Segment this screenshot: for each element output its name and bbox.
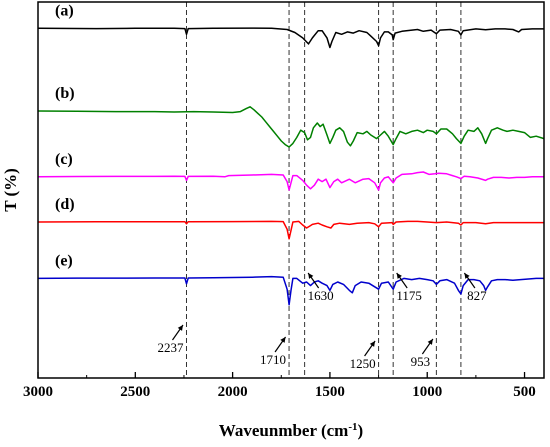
series-label: (e): [55, 252, 73, 269]
annotation-arrowhead: [280, 337, 286, 343]
annotation-arrowhead: [464, 273, 470, 279]
series-line: [37, 27, 544, 49]
annotation-label: 2237: [157, 340, 184, 355]
y-axis-title: T (%): [1, 168, 20, 212]
annotation-label: 953: [411, 354, 431, 369]
annotation-label: 1630: [308, 288, 334, 303]
series-line: [37, 275, 544, 306]
series-label: (d): [55, 196, 75, 213]
x-tick-label: 2000: [218, 384, 248, 400]
series-line: [37, 106, 545, 148]
annotation-arrowhead: [177, 325, 183, 331]
x-tick-label: 2500: [120, 384, 150, 400]
annotation-label: 1250: [350, 356, 376, 371]
x-axis-title: Waveunmber (cm-1): [219, 421, 363, 440]
annotation-arrowhead: [369, 341, 376, 347]
reference-lines: [185, 2, 462, 378]
x-tick-label: 3000: [23, 384, 53, 400]
annotation-arrowhead: [308, 273, 314, 279]
panel-labels: (a) (b) (c) (d) (e): [55, 2, 75, 269]
x-tick-label: 500: [513, 384, 536, 400]
x-axis-ticks: 3000 2500 2000 1500 1000 500: [23, 372, 536, 400]
series-layer: [37, 27, 545, 306]
x-tick-label: 1500: [315, 384, 345, 400]
annotation-label: 827: [467, 288, 487, 303]
annotation-label: 1175: [396, 288, 422, 303]
annotation-arrowhead: [427, 339, 433, 345]
annotation-label: 1710: [260, 352, 286, 367]
series-line: [37, 220, 544, 240]
plot-frame: [37, 1, 545, 379]
x-tick-label: 1000: [412, 384, 442, 400]
series-label: (c): [55, 151, 73, 168]
annotations: 2237 1710 1630 1250 1175 953 827: [157, 272, 487, 371]
series-label: (a): [55, 2, 74, 19]
series-label: (b): [55, 85, 75, 102]
annotation-arrowhead: [396, 273, 402, 279]
series-line: [37, 171, 544, 191]
